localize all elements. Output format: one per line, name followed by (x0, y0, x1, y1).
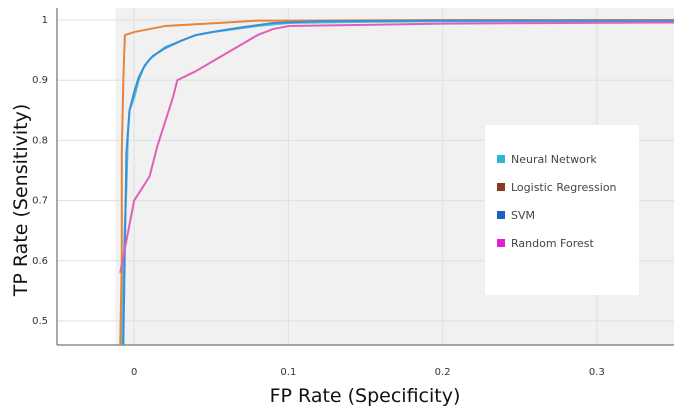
legend-label-random-forest: Random Forest (511, 237, 594, 250)
legend-swatch-random-forest (497, 239, 505, 247)
x-tick-label: 0.2 (435, 367, 451, 378)
y-tick-label: 0.9 (32, 75, 48, 86)
legend-item-svm: SVM (497, 209, 535, 222)
legend-item-random-forest: Random Forest (497, 237, 594, 250)
legend-swatch-svm (497, 211, 505, 219)
legend-label-logistic-regression: Logistic Regression (511, 181, 617, 194)
series-line-svm (122, 19, 674, 346)
y-tick-label: 1 (42, 15, 48, 26)
y-tick-label: 0.6 (32, 256, 48, 267)
legend-item-neural-network: Neural Network (497, 153, 597, 166)
legend-swatch-neural-network (497, 155, 505, 163)
y-tick-label: 0.8 (32, 135, 48, 146)
legend-swatch-logistic-regression (497, 183, 505, 191)
series-lines (119, 19, 675, 346)
x-tick-label: 0 (131, 367, 137, 378)
legend-label-svm: SVM (511, 209, 535, 222)
legend-box (485, 125, 639, 295)
tick-labels: 0.5 0.6 0.7 0.8 0.9 1 0 0.1 0.2 0.3 (32, 15, 605, 378)
y-tick-label: 0.7 (32, 196, 48, 207)
legend-label-neural-network: Neural Network (511, 153, 597, 166)
axes (56, 8, 674, 346)
x-tick-label: 0.1 (280, 367, 296, 378)
legend: Neural Network Logistic Regression SVM R… (485, 125, 639, 295)
x-tick-label: 0.3 (589, 367, 605, 378)
y-axis-title: TP Rate (Sensitivity) (10, 104, 32, 297)
series-line-random-forest (119, 21, 675, 273)
legend-item-logistic-regression: Logistic Regression (497, 181, 617, 194)
x-axis-title: FP Rate (Specificity) (270, 385, 461, 407)
series-line-logistic-regression (119, 19, 674, 346)
y-tick-label: 0.5 (32, 316, 48, 327)
